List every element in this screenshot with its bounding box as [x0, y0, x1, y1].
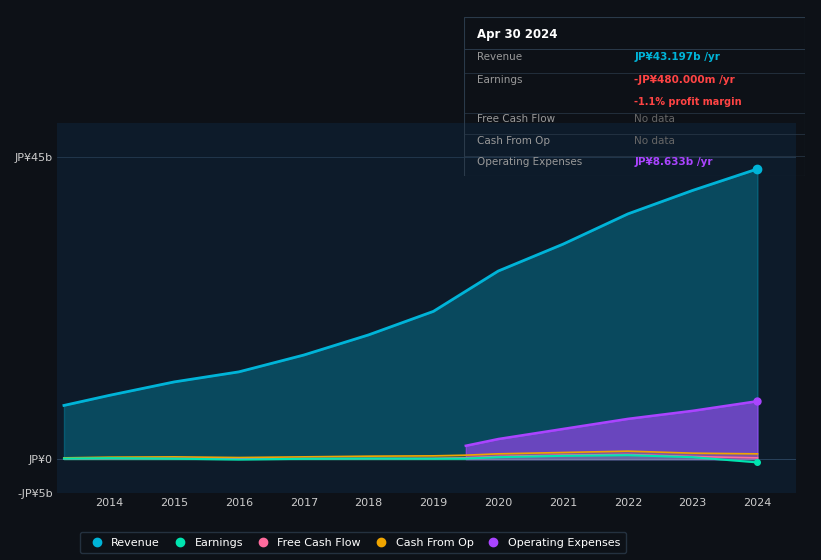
Text: JP¥8.633b /yr: JP¥8.633b /yr	[635, 157, 713, 167]
Legend: Revenue, Earnings, Free Cash Flow, Cash From Op, Operating Expenses: Revenue, Earnings, Free Cash Flow, Cash …	[80, 532, 626, 553]
Text: -1.1% profit margin: -1.1% profit margin	[635, 97, 742, 106]
Text: Apr 30 2024: Apr 30 2024	[478, 28, 558, 41]
Text: -JP¥480.000m /yr: -JP¥480.000m /yr	[635, 75, 735, 85]
Text: Revenue: Revenue	[478, 52, 523, 62]
Text: No data: No data	[635, 114, 675, 124]
Text: Earnings: Earnings	[478, 75, 523, 85]
Text: No data: No data	[635, 136, 675, 146]
Text: Cash From Op: Cash From Op	[478, 136, 551, 146]
Text: JP¥43.197b /yr: JP¥43.197b /yr	[635, 52, 720, 62]
Text: Operating Expenses: Operating Expenses	[478, 157, 583, 167]
Text: Free Cash Flow: Free Cash Flow	[478, 114, 556, 124]
